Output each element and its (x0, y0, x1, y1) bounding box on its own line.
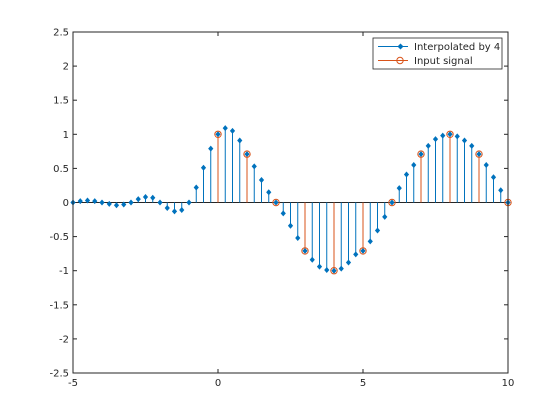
input-point (301, 247, 309, 255)
interpolated-point (200, 164, 207, 171)
interpolated-point (266, 189, 272, 196)
y-tick-label: 0.5 (53, 164, 69, 175)
interpolated-point (237, 137, 243, 144)
interpolated-point (302, 247, 308, 254)
interpolated-point (447, 131, 453, 138)
interpolated-point (77, 198, 83, 205)
interpolated-point (150, 194, 156, 201)
y-tick-label: 0 (63, 198, 69, 209)
interpolated-point (331, 267, 337, 274)
interpolated-point (92, 198, 98, 205)
interpolated-point (316, 263, 323, 270)
interpolated-point (295, 234, 301, 241)
y-tick-label: -2 (59, 334, 69, 345)
input-stems (217, 134, 480, 271)
interpolated-point (142, 194, 149, 201)
interpolated-point (367, 238, 373, 245)
interpolated-stems (79, 128, 502, 271)
interpolated-point (157, 199, 163, 206)
x-tick-label: -5 (68, 378, 78, 389)
input-markers (214, 130, 512, 275)
interpolated-point (490, 174, 497, 181)
interpolated-point (251, 163, 257, 170)
x-tick-label: 5 (360, 378, 366, 389)
interpolated-point (498, 187, 504, 194)
input-point (475, 150, 483, 158)
interpolated-point (244, 151, 250, 158)
y-tick-label: -2.5 (49, 369, 69, 380)
input-point (359, 247, 367, 255)
interpolated-point (229, 127, 236, 134)
interpolated-point (280, 210, 286, 217)
interpolated-point (483, 161, 489, 168)
y-tick-label: 1 (63, 130, 69, 141)
interpolated-point (476, 151, 482, 158)
input-point (446, 130, 454, 139)
interpolated-point (396, 185, 402, 192)
legend-label-interpolated: Interpolated by 4 (414, 42, 500, 53)
interpolated-point (382, 213, 388, 220)
interpolated-point (425, 142, 431, 149)
interpolated-point (287, 222, 294, 229)
legend-label-input: Input signal (414, 56, 473, 67)
legend-box (372, 37, 503, 70)
y-tick-label: 1.5 (53, 96, 69, 107)
interpolated-point (454, 133, 460, 140)
interpolated-point (179, 207, 185, 214)
legend-input-marker (396, 56, 404, 65)
interpolated-point (171, 208, 178, 215)
interpolated-point (84, 197, 91, 204)
x-tick-label: 10 (502, 378, 515, 389)
axes-box (72, 31, 509, 374)
input-point (272, 198, 280, 207)
interpolated-point (403, 171, 410, 178)
interpolated-point (164, 204, 170, 211)
interpolated-point (208, 145, 214, 152)
interpolated-point (128, 199, 134, 206)
interpolated-point (135, 196, 141, 203)
interpolated-point (338, 265, 344, 272)
interpolated-point (273, 199, 279, 206)
interpolated-point (186, 199, 192, 206)
interpolated-point (432, 136, 439, 143)
interpolated-point (360, 247, 366, 254)
input-point (330, 267, 338, 275)
y-tick-label: 2.5 (53, 28, 69, 39)
input-point (243, 150, 251, 158)
interpolated-point (374, 227, 381, 234)
interpolated-point (324, 267, 330, 274)
tick-labels: -5 0 5 10 -2.5 -2 -1.5 -1 -0.5 0 0.5 1 1.5 2 2.5 (49, 28, 514, 390)
interpolated-point (309, 256, 315, 263)
input-point (388, 198, 396, 207)
legend-interp-marker (397, 43, 404, 50)
interpolated-point (345, 259, 352, 266)
interpolated-point (215, 131, 221, 138)
interpolated-point (106, 200, 112, 207)
interpolated-point (411, 161, 417, 168)
interpolated-point (389, 199, 395, 206)
interpolated-point (461, 137, 468, 144)
interpolated-point (353, 251, 359, 258)
input-point (214, 130, 222, 139)
interpolated-point (99, 199, 105, 206)
interpolated-point (440, 132, 446, 139)
y-tick-label: -1 (59, 266, 69, 277)
interpolated-point (258, 176, 265, 183)
interpolated-point (121, 201, 127, 208)
interpolated-point (418, 151, 424, 158)
interpolated-point (113, 202, 120, 209)
legend: Interpolated by 4 Input signal (372, 37, 503, 70)
interpolated-markers (70, 125, 511, 274)
interpolated-point (193, 184, 199, 191)
x-tick-label: 0 (215, 378, 221, 389)
input-point (417, 150, 425, 158)
interpolated-point (222, 125, 228, 132)
y-tick-label: -1.5 (49, 300, 69, 311)
y-tick-label: 2 (63, 62, 69, 73)
y-tick-label: -0.5 (49, 232, 69, 243)
interpolated-point (469, 142, 475, 149)
